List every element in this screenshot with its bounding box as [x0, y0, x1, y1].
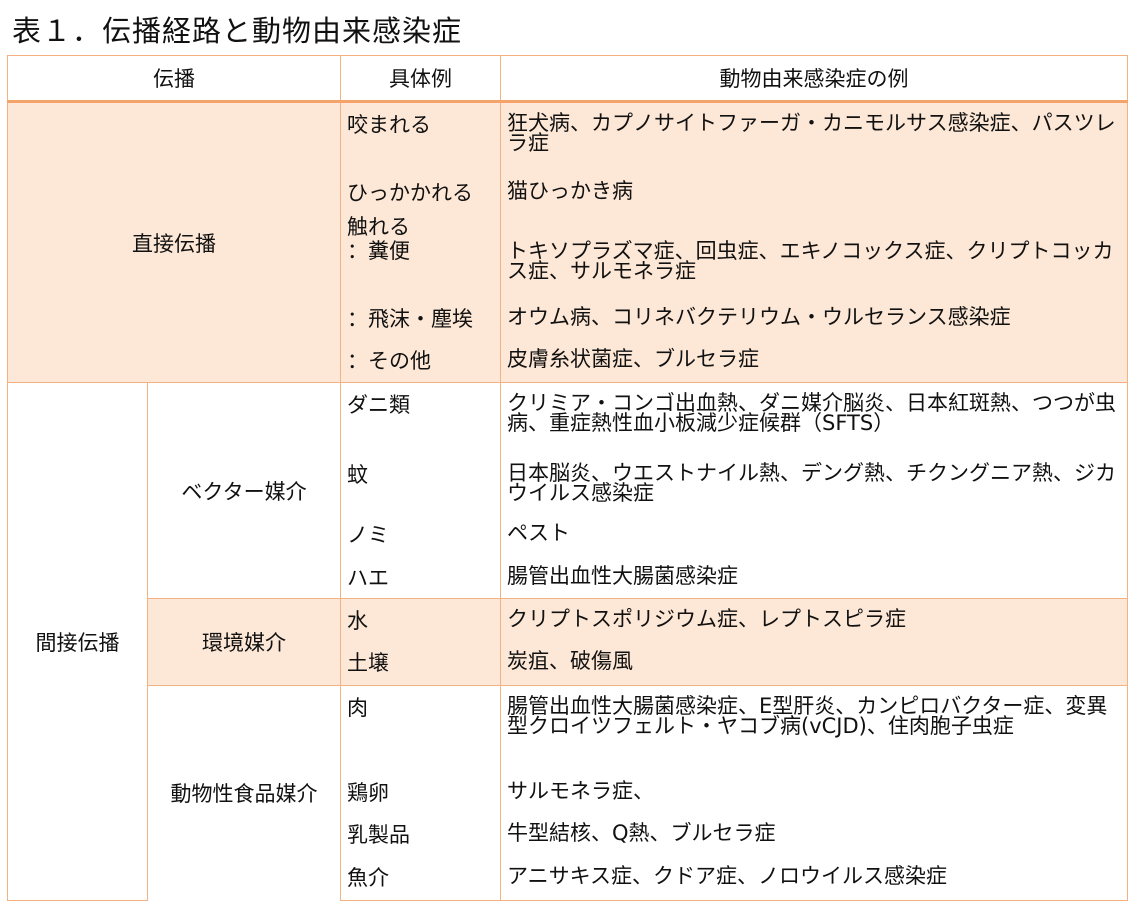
diseases-cell: ペスト — [500, 512, 1128, 556]
table-row: ノミ ペスト — [8, 512, 1128, 556]
example-cell: 鶏卵 — [340, 770, 501, 813]
diseases-cell: クリプトスポリジウム症、レプトスピラ症 — [500, 598, 1128, 641]
table-row: 触れる ：糞便 トキソプラズマ症、回虫症、エキノコックス症、クリプトコッカス症、サ… — [8, 208, 1128, 297]
table-row: ひっかかれる 猫ひっかき病 — [8, 170, 1128, 209]
example-cell: ノミ — [340, 512, 501, 556]
table-row: 直接伝播 咬まれる 狂犬病、カプノサイトファーガ・カニモルサス感染症、パスツレラ症 — [7, 101, 1128, 383]
indirect-group-label: ベクター媒介 — [147, 382, 341, 599]
header-diseases: 動物由来感染症の例 — [500, 55, 1128, 103]
table-row: 土壌 炭疽、破傷風 — [8, 640, 1128, 686]
diseases-cell: オウム病、コリネバクテリウム・ウルセランス感染症 — [500, 296, 1128, 339]
table-row: 鶏卵 サルモネラ症、 — [8, 770, 1128, 813]
example-cell: 咬まれる — [340, 101, 501, 171]
example-cell: ひっかかれる — [340, 170, 501, 209]
diseases-cell: 猫ひっかき病 — [500, 170, 1128, 209]
diseases-cell: クリミア・コンゴ出血熱、ダニ媒介脳炎、日本紅斑熱、つつが虫病、重症熱性血小板減少… — [500, 382, 1128, 453]
example-cell: ダニ類 — [340, 382, 501, 453]
indirect-group-label: 環境媒介 — [147, 598, 341, 686]
diseases-cell: トキソプラズマ症、回虫症、エキノコックス症、クリプトコッカス症、サルモネラ症 — [500, 208, 1128, 297]
diseases-cell: 炭疽、破傷風 — [500, 640, 1128, 686]
example-cell: 蚊 — [340, 452, 501, 513]
example-cell: 魚介 — [340, 855, 501, 901]
diseases-cell: 腸管出血性大腸菌感染症 — [500, 555, 1128, 599]
example-cell: 水 — [340, 598, 501, 641]
table-row: ハエ 腸管出血性大腸菌感染症 — [8, 555, 1128, 599]
diseases-cell: サルモネラ症、 — [500, 770, 1128, 813]
table-row: 蚊日本脳炎、ウエストナイル熱、デング熱、チクングニア熱、ジカウイルス感染症 — [8, 452, 1128, 513]
table-row: 魚介 アニサキス症、クドア症、ノロウイルス感染症 — [8, 855, 1128, 901]
diseases-cell: アニサキス症、クドア症、ノロウイルス感染症 — [500, 855, 1128, 901]
header-example: 具体例 — [340, 55, 501, 103]
example-cell: 触れる ：糞便 — [340, 208, 501, 297]
page-title: 表１．伝播経路と動物由来感染症 — [12, 14, 463, 48]
indirect-transmission-label: 間接伝播 — [7, 382, 148, 901]
transmission-table: 伝播 具体例 動物由来感染症の例 直接伝播 咬まれる 狂犬病、カプノサイトファーガ・… — [7, 55, 1128, 901]
indirect-group-label: 動物性食品媒介 — [147, 685, 341, 901]
example-cell: ：飛沫・塵埃 — [340, 296, 501, 339]
diseases-cell: 皮膚糸状菌症、ブルセラ症 — [500, 338, 1128, 383]
example-cell: 肉 — [340, 685, 501, 771]
diseases-cell: 日本脳炎、ウエストナイル熱、デング熱、チクングニア熱、ジカウイルス感染症 — [500, 452, 1128, 513]
header-transmission: 伝播 — [7, 55, 341, 103]
example-cell: ハエ — [340, 555, 501, 599]
diseases-cell: 腸管出血性大腸菌感染症、E型肝炎、カンピロバクター症、変異型クロイツフェルト・ヤ… — [500, 685, 1128, 771]
direct-transmission-label: 直接伝播 — [7, 101, 341, 383]
diseases-cell: 狂犬病、カプノサイトファーガ・カニモルサス感染症、パスツレラ症 — [500, 101, 1128, 171]
header-row: 伝播 具体例 動物由来感染症の例 — [7, 55, 1128, 103]
table-row: 間接伝播 ベクター媒介 ダニ類 クリミア・コンゴ出血熱、ダニ媒介脳炎、日本紅斑熱、つつ… — [7, 382, 1128, 901]
example-cell: ：その他 — [340, 338, 501, 383]
table-row: ：飛沫・塵埃 オウム病、コリネバクテリウム・ウルセランス感染症 — [8, 296, 1128, 339]
example-cell: 土壌 — [340, 640, 501, 686]
table-row: ：その他 皮膚糸状菌症、ブルセラ症 — [8, 338, 1128, 383]
table-row: 乳製品 牛型結核、Q熱、ブルセラ症 — [8, 812, 1128, 856]
table-row: 環境媒介水クリプトスポリジウム症、レプトスピラ症 — [8, 598, 1128, 686]
example-cell: 乳製品 — [340, 812, 501, 856]
diseases-cell: 牛型結核、Q熱、ブルセラ症 — [500, 812, 1128, 856]
table-row: 動物性食品媒介肉腸管出血性大腸菌感染症、E型肝炎、カンピロバクター症、変異型クロ… — [8, 685, 1128, 901]
